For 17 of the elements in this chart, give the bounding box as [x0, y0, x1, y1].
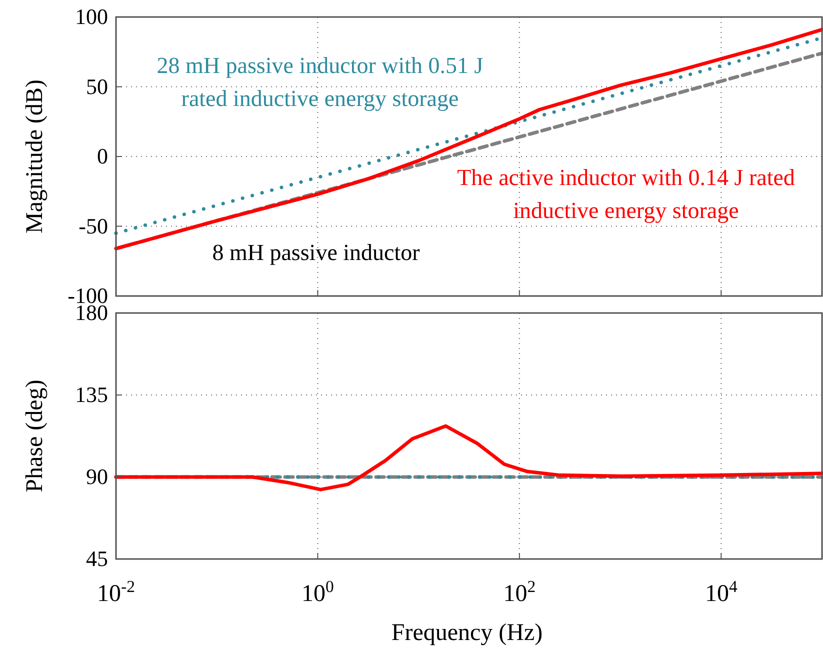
- x-tick-label: 10$^{2}$: [503, 576, 536, 607]
- y-tick-label: 90: [86, 464, 108, 489]
- y-tick-label: 0: [97, 144, 108, 168]
- y-tick-label: 45: [86, 546, 108, 571]
- series-label: 28 mH passive inductor with 0.51 J rated inductive energy storage: [156, 53, 484, 111]
- series-label: 8 mH passive inductor: [212, 240, 420, 265]
- series-label: The active inductor with 0.14 J rated inductive energy storage: [457, 165, 796, 223]
- x-tick-label: 10$^{-2}$: [97, 576, 135, 607]
- x-tick-label: 10$^{0}$: [302, 576, 334, 607]
- y-tick-label: 50: [86, 74, 108, 99]
- x-axis-title: Frequency (Hz): [391, 620, 543, 646]
- y-tick-label: 135: [75, 382, 108, 407]
- y-axis-title: Phase (deg): [22, 380, 48, 492]
- y-axis-title: Magnitude (dB): [22, 80, 48, 234]
- y-tick-label: 100: [75, 4, 108, 29]
- y-tick-label: -50: [78, 213, 108, 238]
- x-tick-label: 10$^{4}$: [704, 576, 738, 607]
